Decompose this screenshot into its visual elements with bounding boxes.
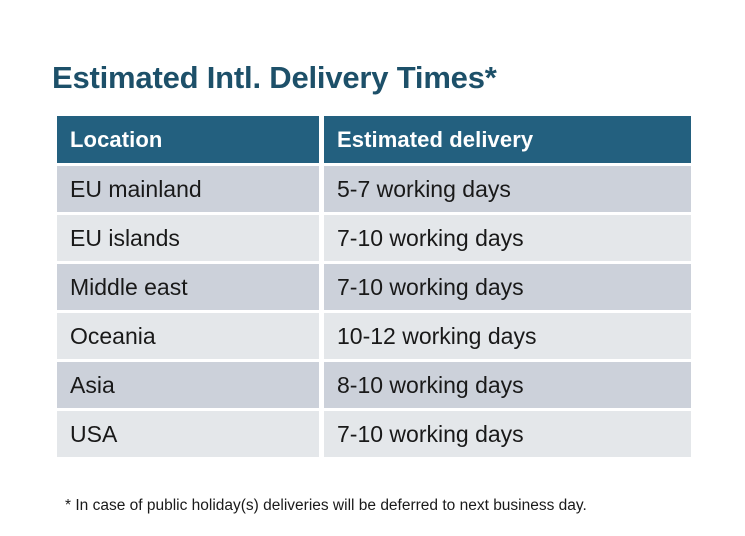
cell-location: USA — [57, 411, 319, 457]
table-row: EU islands 7-10 working days — [57, 215, 691, 261]
table-row: USA 7-10 working days — [57, 411, 691, 457]
table-row: Middle east 7-10 working days — [57, 264, 691, 310]
delivery-times-table: Location Estimated delivery EU mainland … — [52, 113, 696, 460]
cell-location: Asia — [57, 362, 319, 408]
column-header-location: Location — [57, 116, 319, 163]
table-row: Asia 8-10 working days — [57, 362, 691, 408]
table-row: Oceania 10-12 working days — [57, 313, 691, 359]
cell-delivery: 5-7 working days — [324, 166, 691, 212]
cell-delivery: 7-10 working days — [324, 264, 691, 310]
cell-location: EU islands — [57, 215, 319, 261]
cell-delivery: 8-10 working days — [324, 362, 691, 408]
footnote-text: * In case of public holiday(s) deliverie… — [65, 496, 587, 514]
table-header-row: Location Estimated delivery — [57, 116, 691, 163]
cell-delivery: 10-12 working days — [324, 313, 691, 359]
column-header-estimated-delivery: Estimated delivery — [324, 116, 691, 163]
table-body: EU mainland 5-7 working days EU islands … — [57, 166, 691, 457]
cell-delivery: 7-10 working days — [324, 411, 691, 457]
table-header: Location Estimated delivery — [57, 116, 691, 163]
cell-location: Oceania — [57, 313, 319, 359]
table-row: EU mainland 5-7 working days — [57, 166, 691, 212]
cell-location: Middle east — [57, 264, 319, 310]
cell-location: EU mainland — [57, 166, 319, 212]
cell-delivery: 7-10 working days — [324, 215, 691, 261]
page-title: Estimated Intl. Delivery Times* — [52, 59, 497, 95]
